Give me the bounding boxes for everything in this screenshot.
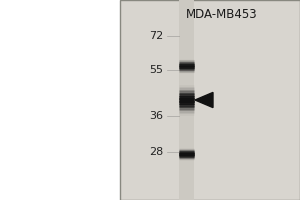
Bar xyxy=(178,0,194,200)
Bar xyxy=(120,0,300,200)
Text: MDA-MB453: MDA-MB453 xyxy=(186,8,258,21)
Text: 28: 28 xyxy=(149,147,164,157)
Text: 55: 55 xyxy=(149,65,164,75)
Text: 72: 72 xyxy=(149,31,164,41)
Polygon shape xyxy=(195,92,213,108)
Text: 36: 36 xyxy=(149,111,164,121)
